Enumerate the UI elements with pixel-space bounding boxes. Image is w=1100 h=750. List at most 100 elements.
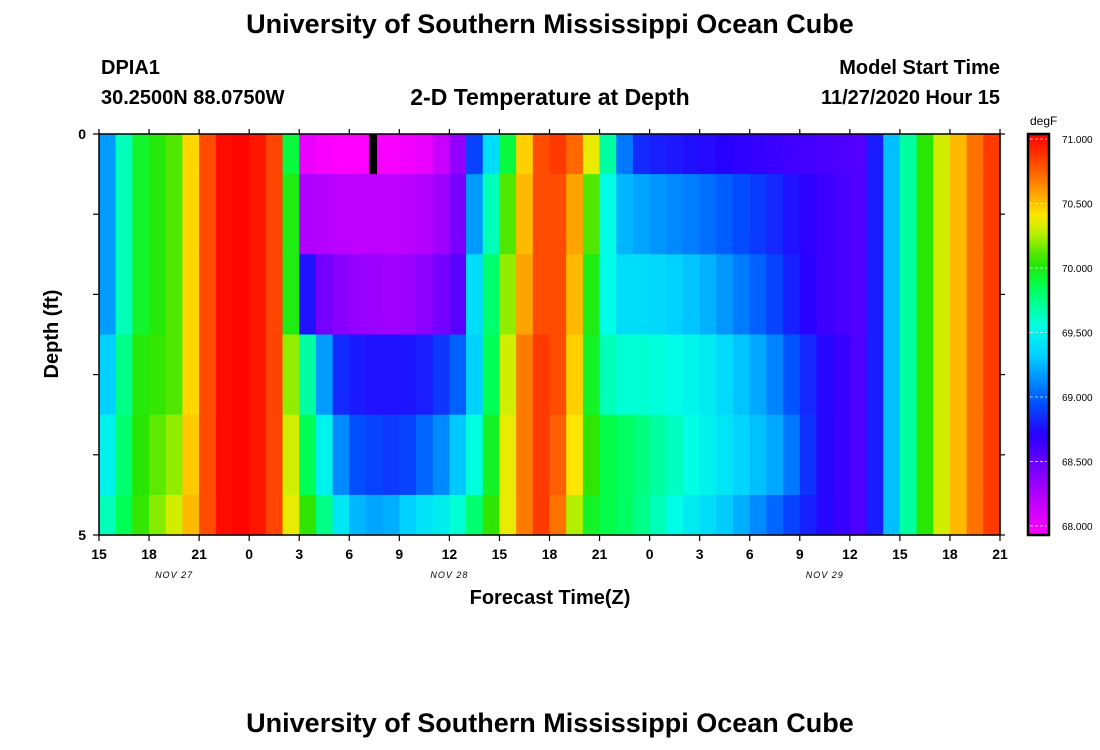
heatmap-cell [399, 494, 417, 536]
heatmap-cell [949, 414, 968, 496]
heatmap-cell [783, 334, 801, 416]
heatmap-cell [165, 414, 184, 496]
heatmap-cell [632, 134, 651, 175]
heatmap-cell [849, 134, 868, 175]
heatmap-cell [482, 174, 501, 255]
heatmap-cell [666, 134, 684, 175]
heatmap-cell [115, 494, 133, 536]
heatmap-cell [182, 334, 200, 416]
heatmap-cell [833, 334, 851, 416]
heatmap-cell [265, 494, 284, 536]
heatmap-cell [516, 494, 534, 536]
x-tick-label: 12 [442, 546, 458, 562]
heatmap-cell [132, 174, 150, 255]
heatmap-cell [582, 254, 601, 336]
heatmap-cell [282, 334, 300, 416]
heatmap-cell [949, 134, 968, 175]
heatmap-cell [616, 174, 634, 255]
heatmap-cell [165, 254, 184, 336]
heatmap-cell [532, 494, 551, 536]
heatmap-cell [282, 414, 300, 496]
heatmap-cell [99, 254, 117, 336]
heatmap-cell [766, 174, 784, 255]
heatmap-cell [966, 254, 984, 336]
heatmap-cell [966, 134, 984, 175]
x-tick-label: 0 [646, 546, 654, 562]
y-axis-label: Depth (ft) [41, 290, 63, 379]
heatmap-cell [482, 494, 501, 536]
heatmap-cell [749, 494, 768, 536]
heatmap-cell [899, 414, 918, 496]
heatmap-cell [582, 494, 601, 536]
heatmap-cell [883, 254, 901, 336]
heatmap-cell [766, 254, 784, 336]
heatmap-cell [249, 134, 267, 175]
heatmap-cell [382, 494, 400, 536]
heatmap-cell [449, 134, 467, 175]
heatmap-cell [632, 174, 651, 255]
heatmap-cell [199, 414, 217, 496]
x-tick-label: 15 [892, 546, 908, 562]
heatmap-cell [382, 174, 400, 255]
heatmap-cell [149, 254, 167, 336]
heatmap-cell [566, 494, 584, 536]
heatmap-cell [966, 174, 984, 255]
heatmap-cell [349, 494, 367, 536]
heatmap-cell [416, 334, 434, 416]
heatmap-cell [365, 254, 384, 336]
heatmap-cell [699, 254, 717, 336]
heatmap-cell [899, 134, 918, 175]
heatmap-cell [883, 334, 901, 416]
heatmap-cell [416, 254, 434, 336]
heatmap-cell [649, 134, 667, 175]
heatmap-cell [499, 174, 517, 255]
heatmap-cell [799, 174, 818, 255]
heatmap-cell [949, 494, 968, 536]
heatmap-cell [816, 134, 834, 175]
heatmap-cell [232, 174, 250, 255]
heatmap-cell [499, 334, 517, 416]
heatmap-cell [933, 174, 951, 255]
heatmap-cell [149, 174, 167, 255]
heatmap-cell [499, 494, 517, 536]
heatmap-cell [466, 174, 484, 255]
colorbar-tick-label: 69.500 [1062, 329, 1093, 340]
heatmap-cell [983, 134, 1001, 175]
heatmap-cell [916, 254, 934, 336]
heatmap-cell [99, 334, 117, 416]
colorbar-tick-label: 71.000 [1062, 135, 1093, 146]
heatmap-cell [449, 494, 467, 536]
heatmap-cell [265, 134, 284, 175]
heatmap-cell [349, 254, 367, 336]
heatmap-cell [215, 414, 234, 496]
heatmap-cell [949, 174, 968, 255]
x-tick-label: 0 [245, 546, 253, 562]
heatmap-cell [132, 334, 150, 416]
heatmap-cell [966, 414, 984, 496]
heatmap-cell [549, 414, 567, 496]
colorbar-tick-label: 68.500 [1062, 458, 1093, 469]
heatmap-cell [165, 174, 184, 255]
heatmap-cell [916, 334, 934, 416]
heatmap-cell [716, 174, 734, 255]
heatmap-cell [682, 254, 701, 336]
heatmap-cell [199, 334, 217, 416]
heatmap-cell [899, 254, 918, 336]
heatmap-cell [566, 334, 584, 416]
heatmap-cell [766, 414, 784, 496]
heatmap-cell [799, 134, 818, 175]
heatmap-cell [115, 174, 133, 255]
heatmap-cell [549, 494, 567, 536]
heatmap-cell [799, 334, 818, 416]
heatmap-cell [249, 254, 267, 336]
heatmap-cell [449, 334, 467, 416]
heatmap-cell [282, 494, 300, 536]
heatmap-cell [666, 414, 684, 496]
x-tick-label: 9 [395, 546, 403, 562]
heatmap-cell [215, 494, 234, 536]
x-tick-label: 3 [696, 546, 704, 562]
heatmap-cell [616, 254, 634, 336]
heatmap-cell [716, 334, 734, 416]
heatmap-cell [866, 334, 884, 416]
x-tick-label: 12 [842, 546, 858, 562]
